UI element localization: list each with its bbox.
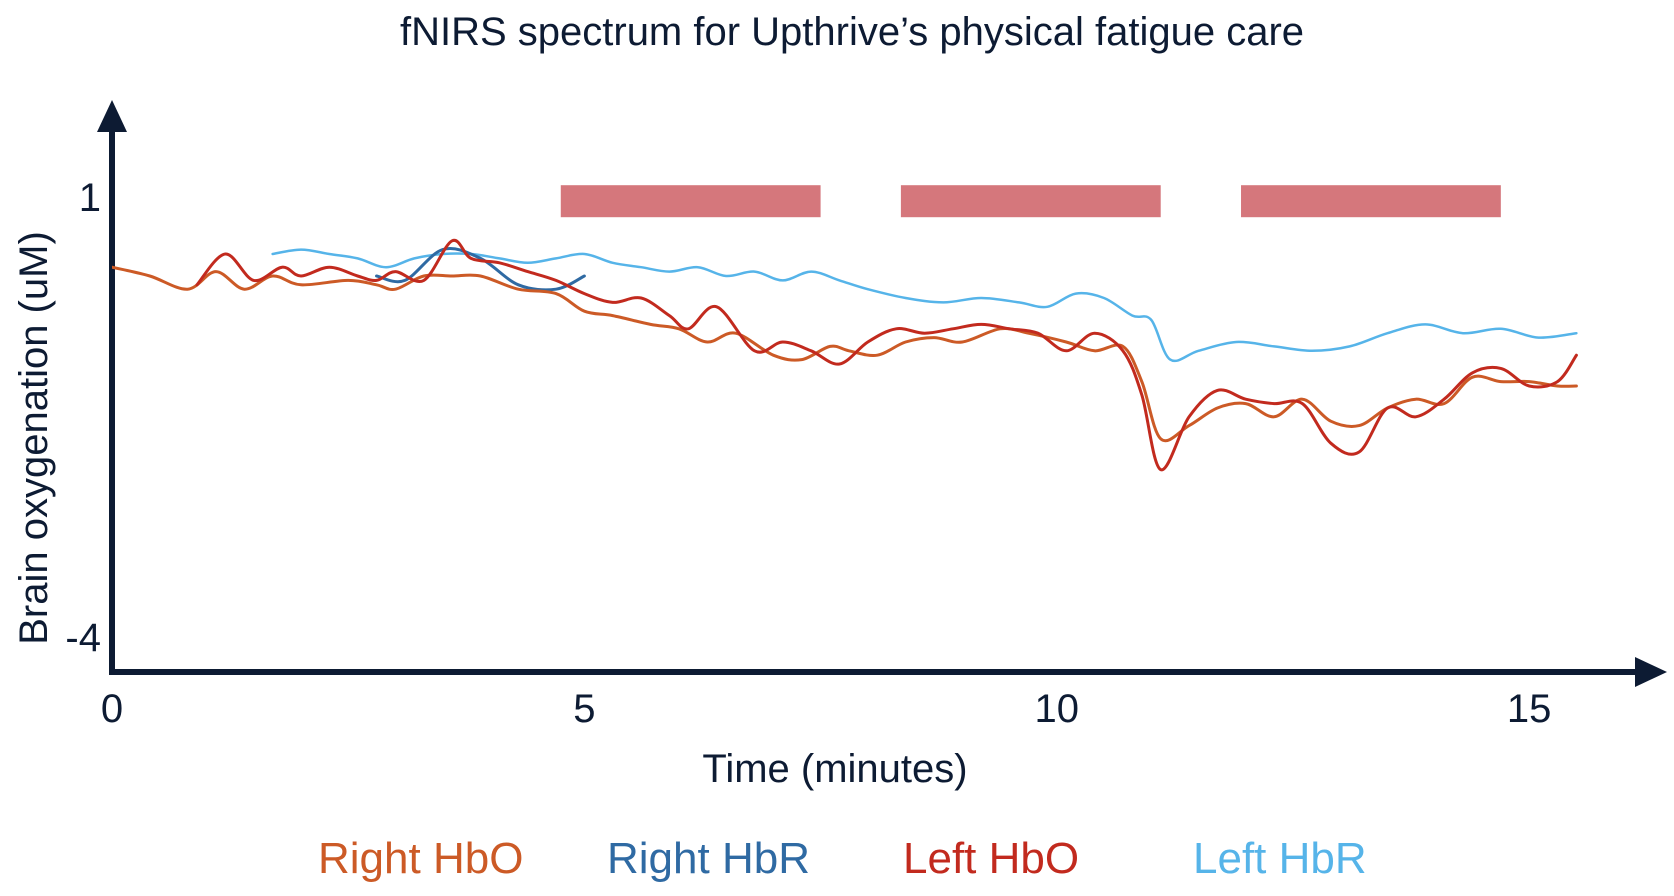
stimulus-bar-2 bbox=[900, 185, 1161, 218]
legend-entry-right-hbr: Right HbR bbox=[607, 834, 810, 883]
series-line-left-hbo bbox=[195, 238, 1578, 472]
x-tick-label: 15 bbox=[1507, 687, 1552, 731]
legend-entry-right-hbo: Right HbO bbox=[318, 834, 523, 883]
stimulus-bar-1 bbox=[560, 185, 821, 218]
series-lines bbox=[112, 238, 1578, 472]
y-tick-label: 1 bbox=[79, 176, 101, 220]
legend: Right HbO Right HbR Left HbO Left HbR bbox=[318, 834, 1367, 883]
series-line-right-hbr bbox=[375, 247, 586, 292]
series-line-right-hbo bbox=[112, 265, 1578, 443]
x-tick-label: 0 bbox=[101, 687, 123, 731]
stimulus-bar-3 bbox=[1241, 185, 1501, 218]
y-axis-arrow bbox=[97, 100, 127, 132]
legend-entry-left-hbo: Left HbO bbox=[903, 834, 1079, 883]
x-axis-label: Time (minutes) bbox=[702, 747, 967, 791]
stimulus-bars bbox=[560, 185, 1501, 218]
legend-entry-left-hbr: Left HbR bbox=[1193, 834, 1367, 883]
y-axis-label: Brain oxygenation (uM) bbox=[12, 231, 56, 645]
chart-title: fNIRS spectrum for Upthrive’s physical f… bbox=[400, 10, 1304, 54]
x-tick-label: 10 bbox=[1035, 687, 1080, 731]
axis-ticks: 0 5 10 15 1 -4 bbox=[65, 176, 1551, 731]
y-tick-label: -4 bbox=[65, 616, 101, 660]
x-tick-label: 5 bbox=[573, 687, 595, 731]
series-line-left-hbr bbox=[271, 248, 1578, 363]
x-axis-arrow bbox=[1635, 657, 1667, 687]
